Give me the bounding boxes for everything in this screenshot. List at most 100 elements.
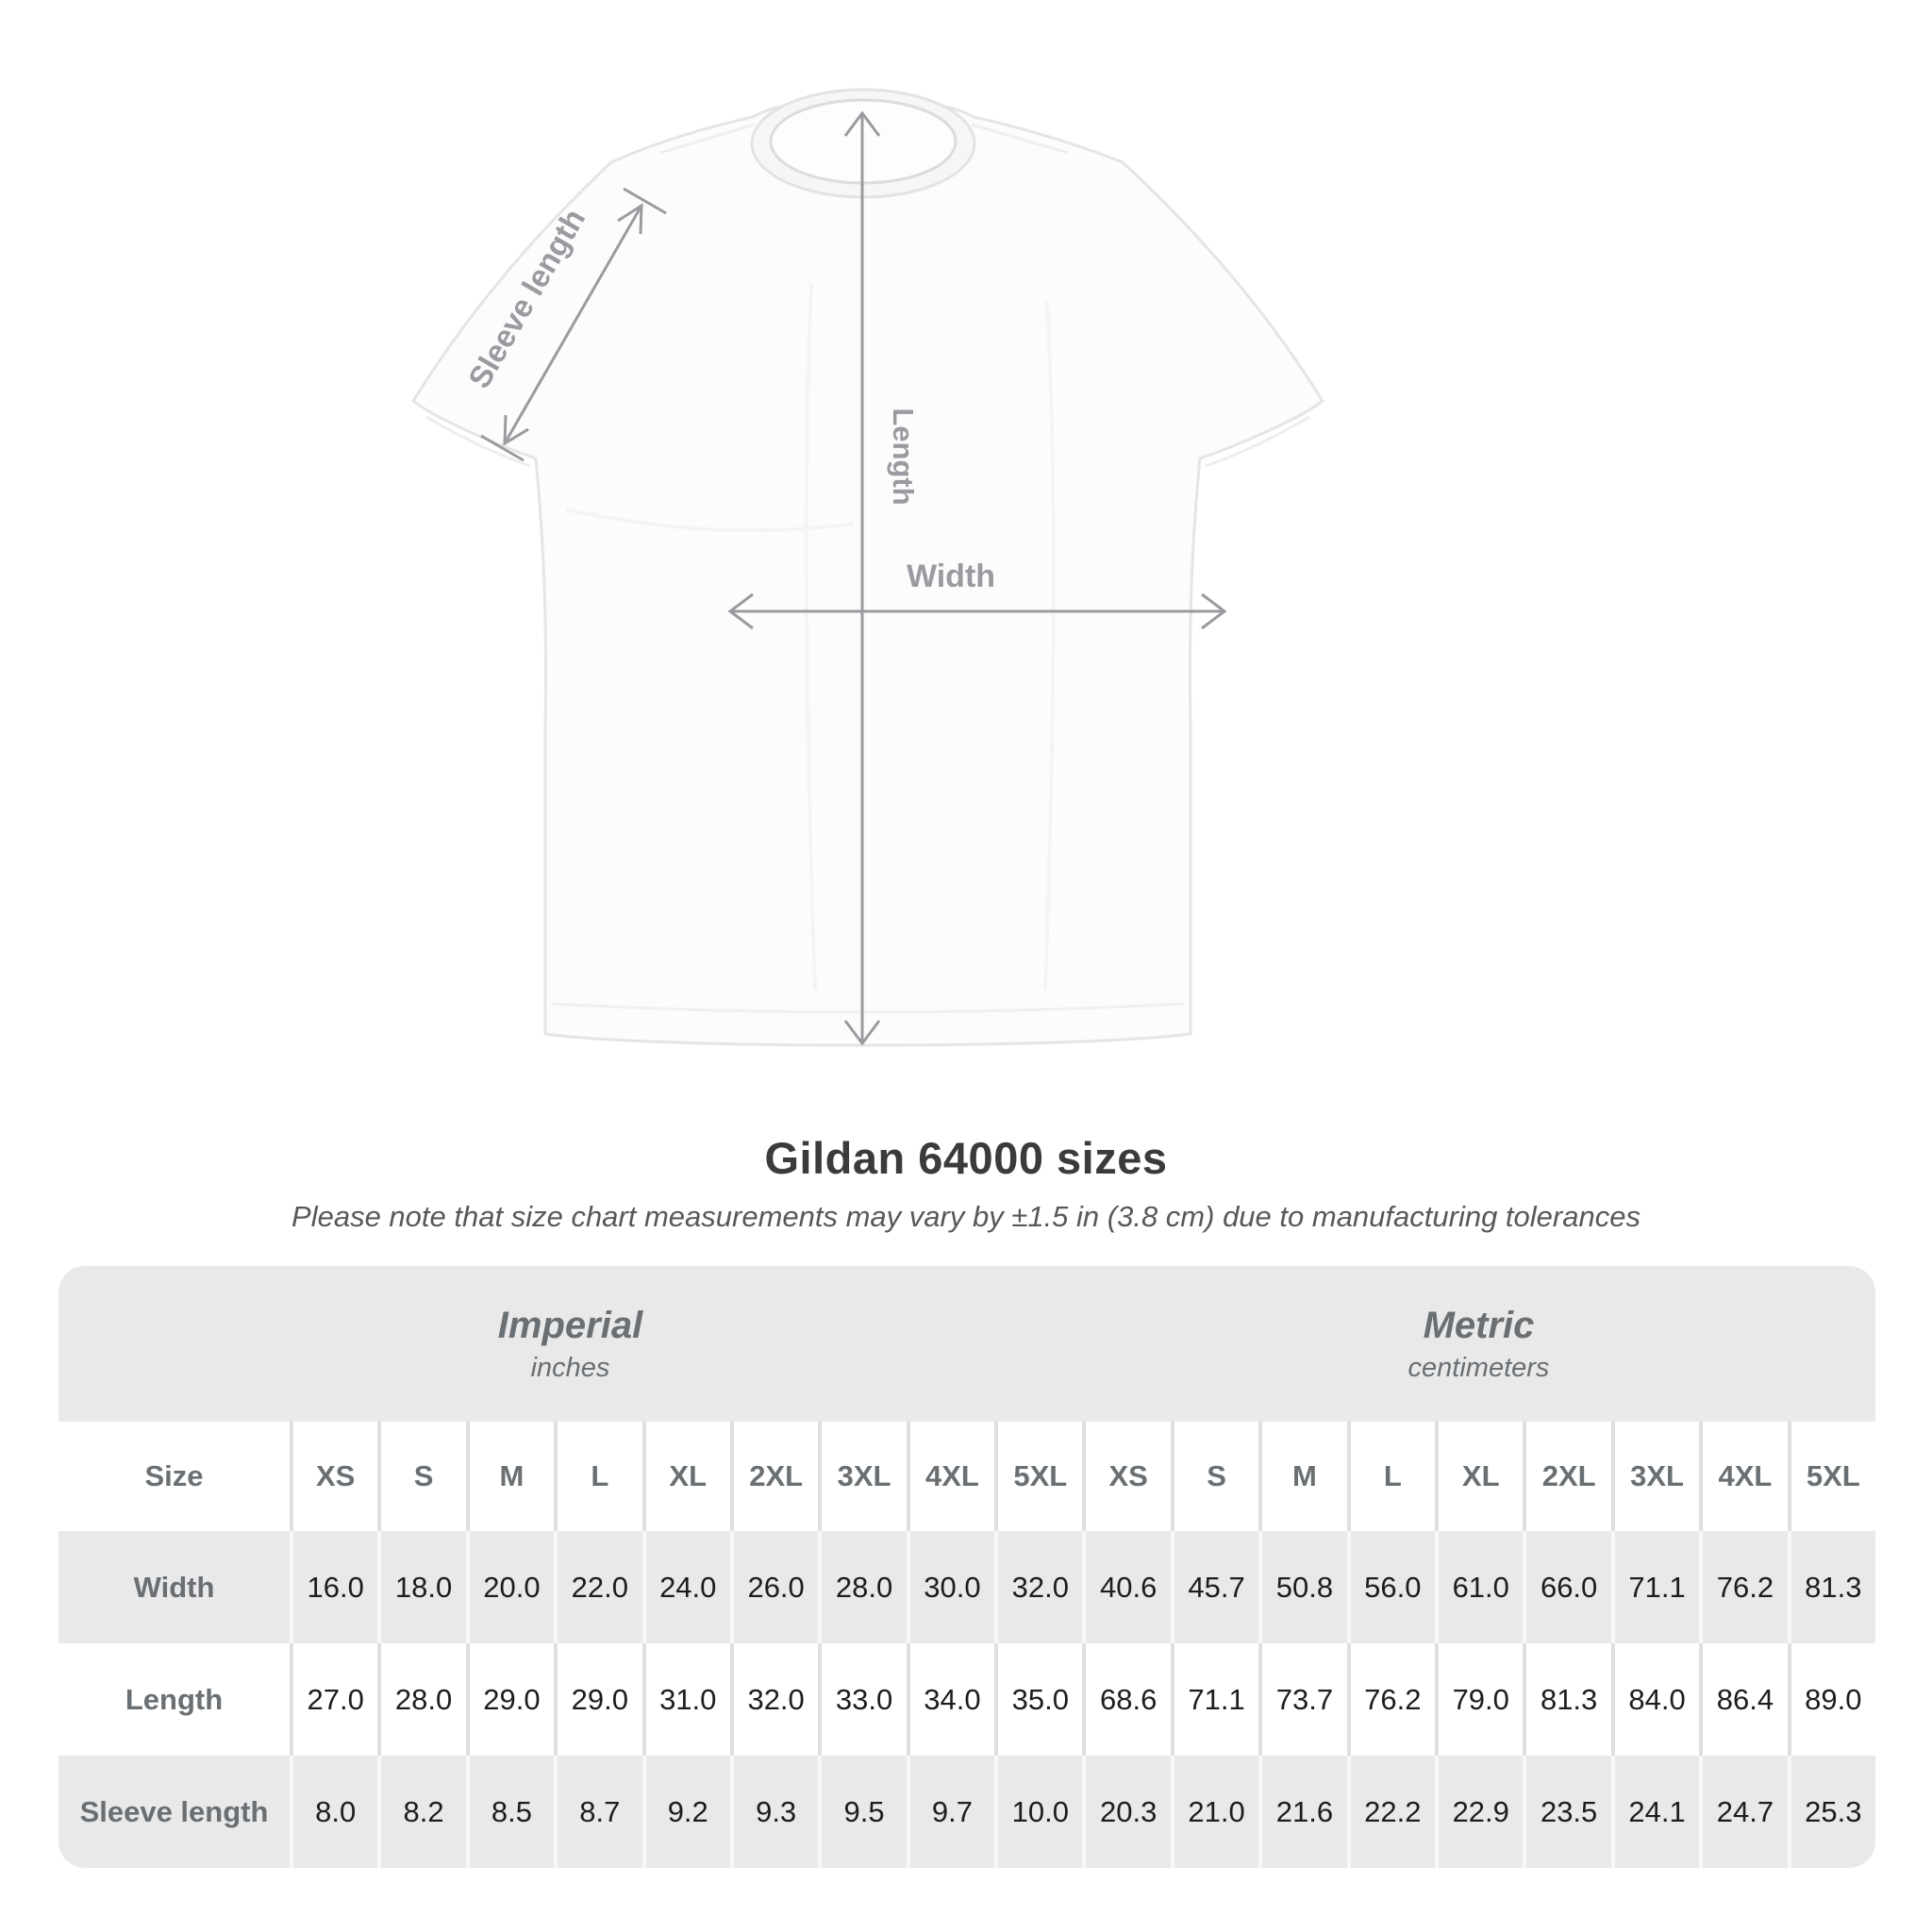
value-metric-4xl: 24.7 xyxy=(1699,1756,1787,1868)
imperial-sublabel: inches xyxy=(530,1352,610,1383)
value-imperial-xs: 8.0 xyxy=(290,1756,377,1868)
table-row-length: Length 27.0 28.0 29.0 29.0 31.0 32.0 33.0 34.0 35… xyxy=(58,1643,1875,1756)
bottom-hem-seam xyxy=(551,1002,1185,1014)
size-header-metric-s: S xyxy=(1170,1422,1258,1531)
value-metric-xs: 20.3 xyxy=(1082,1756,1170,1868)
value-metric-xs: 68.6 xyxy=(1082,1643,1170,1756)
size-header-metric-m: M xyxy=(1258,1422,1346,1531)
row-label: Width xyxy=(133,1570,215,1604)
value-metric-l: 76.2 xyxy=(1346,1643,1435,1756)
value-metric-3xl: 84.0 xyxy=(1610,1643,1699,1756)
value-imperial-xl: 24.0 xyxy=(641,1531,730,1643)
length-measure-arrow xyxy=(843,110,881,1046)
sleeve-measure-arrow xyxy=(480,187,667,462)
value-imperial-m: 29.0 xyxy=(465,1643,554,1756)
value-imperial-3xl: 28.0 xyxy=(818,1531,906,1643)
value-imperial-2xl: 9.3 xyxy=(729,1756,818,1868)
value-metric-5xl: 89.0 xyxy=(1787,1643,1875,1756)
value-metric-m: 73.7 xyxy=(1258,1643,1346,1756)
imperial-label: Imperial xyxy=(497,1304,643,1346)
row-label: Sleeve length xyxy=(79,1794,269,1828)
value-metric-2xl: 23.5 xyxy=(1523,1756,1610,1868)
value-imperial-m: 20.0 xyxy=(465,1531,554,1643)
size-header-imperial-2xl: 2XL xyxy=(729,1422,818,1531)
metric-sublabel: centimeters xyxy=(1407,1352,1550,1383)
value-metric-3xl: 71.1 xyxy=(1610,1531,1699,1643)
size-table-body: Width 16.0 18.0 20.0 22.0 24.0 26.0 28.0 30.0 32.… xyxy=(58,1531,1875,1868)
value-imperial-l: 22.0 xyxy=(554,1531,641,1643)
table-row-width: Width 16.0 18.0 20.0 22.0 24.0 26.0 28.0 30.0 32.… xyxy=(58,1531,1875,1643)
value-imperial-s: 28.0 xyxy=(377,1643,465,1756)
size-header-metric-xs: XS xyxy=(1082,1422,1170,1531)
table-row-sleeve-length: Sleeve length 8.0 8.2 8.5 8.7 9.2 9.3 9.5 9.7 10.… xyxy=(58,1756,1875,1868)
value-metric-s: 71.1 xyxy=(1170,1643,1258,1756)
value-imperial-l: 29.0 xyxy=(554,1643,641,1756)
size-header-imperial-xl: XL xyxy=(641,1422,730,1531)
row-label: Length xyxy=(125,1682,224,1716)
value-imperial-3xl: 9.5 xyxy=(818,1756,906,1868)
value-imperial-xs: 27.0 xyxy=(290,1643,377,1756)
value-imperial-s: 8.2 xyxy=(377,1756,465,1868)
value-imperial-s: 18.0 xyxy=(377,1531,465,1643)
value-metric-m: 21.6 xyxy=(1258,1756,1346,1868)
value-metric-s: 45.7 xyxy=(1170,1531,1258,1643)
value-metric-m: 50.8 xyxy=(1258,1531,1346,1643)
value-imperial-l: 8.7 xyxy=(554,1756,641,1868)
value-imperial-4xl: 34.0 xyxy=(906,1643,994,1756)
size-header-imperial-m: M xyxy=(465,1422,554,1531)
value-metric-3xl: 24.1 xyxy=(1610,1756,1699,1868)
left-sleeve-hem-seam xyxy=(425,415,531,468)
size-header-metric-4xl: 4XL xyxy=(1699,1422,1787,1531)
value-metric-l: 56.0 xyxy=(1346,1531,1435,1643)
value-metric-xl: 79.0 xyxy=(1435,1643,1523,1756)
value-imperial-5xl: 32.0 xyxy=(994,1531,1082,1643)
fabric-fold-3 xyxy=(565,508,855,533)
value-metric-5xl: 81.3 xyxy=(1787,1531,1875,1643)
value-metric-5xl: 25.3 xyxy=(1787,1756,1875,1868)
size-column-header: Size xyxy=(144,1459,204,1492)
value-metric-4xl: 86.4 xyxy=(1699,1643,1787,1756)
size-header-metric-xl: XL xyxy=(1435,1422,1523,1531)
width-measure-label: Width xyxy=(907,558,995,594)
size-header-imperial-l: L xyxy=(554,1422,641,1531)
value-imperial-4xl: 9.7 xyxy=(906,1756,994,1868)
size-header-metric-l: L xyxy=(1346,1422,1435,1531)
size-table: Imperial inches Metric centimeters Size X… xyxy=(58,1266,1875,1868)
size-header-metric-5xl: 5XL xyxy=(1787,1422,1875,1531)
value-metric-xl: 22.9 xyxy=(1435,1756,1523,1868)
value-imperial-3xl: 33.0 xyxy=(818,1643,906,1756)
size-header-imperial-xs: XS xyxy=(290,1422,377,1531)
value-metric-xl: 61.0 xyxy=(1435,1531,1523,1643)
value-metric-l: 22.2 xyxy=(1346,1756,1435,1868)
size-header-imperial-s: S xyxy=(377,1422,465,1531)
size-header-row: Size XS S M L XL 2XL 3XL 4XL 5XL XS S M L XL 2XL 3XL 4XL 5… xyxy=(58,1422,1875,1531)
value-metric-2xl: 81.3 xyxy=(1523,1643,1610,1756)
fabric-fold-1 xyxy=(804,282,817,991)
value-imperial-xl: 9.2 xyxy=(641,1756,730,1868)
value-imperial-5xl: 35.0 xyxy=(994,1643,1082,1756)
length-measure-label: Length xyxy=(887,408,920,505)
size-header-imperial-4xl: 4XL xyxy=(906,1422,994,1531)
value-imperial-2xl: 26.0 xyxy=(729,1531,818,1643)
value-imperial-m: 8.5 xyxy=(465,1756,554,1868)
value-imperial-2xl: 32.0 xyxy=(729,1643,818,1756)
value-imperial-4xl: 30.0 xyxy=(906,1531,994,1643)
width-measure-arrow xyxy=(727,592,1227,630)
value-imperial-5xl: 10.0 xyxy=(994,1756,1082,1868)
page-subtitle: Please note that size chart measurements… xyxy=(291,1200,1641,1233)
shoulder-seams xyxy=(659,123,1069,155)
right-sleeve-hem-seam xyxy=(1205,415,1310,468)
size-header-imperial-3xl: 3XL xyxy=(818,1422,906,1531)
size-header-metric-2xl: 2XL xyxy=(1523,1422,1610,1531)
units-band: Imperial inches Metric centimeters xyxy=(58,1266,1875,1422)
size-header-imperial-5xl: 5XL xyxy=(994,1422,1082,1531)
metric-label: Metric xyxy=(1423,1304,1535,1346)
value-metric-xs: 40.6 xyxy=(1082,1531,1170,1643)
value-metric-4xl: 76.2 xyxy=(1699,1531,1787,1643)
value-imperial-xl: 31.0 xyxy=(641,1643,730,1756)
unit-group-metric: Metric centimeters xyxy=(1082,1266,1875,1422)
size-header-metric-3xl: 3XL xyxy=(1610,1422,1699,1531)
unit-group-imperial: Imperial inches xyxy=(58,1266,1082,1422)
value-metric-2xl: 66.0 xyxy=(1523,1531,1610,1643)
